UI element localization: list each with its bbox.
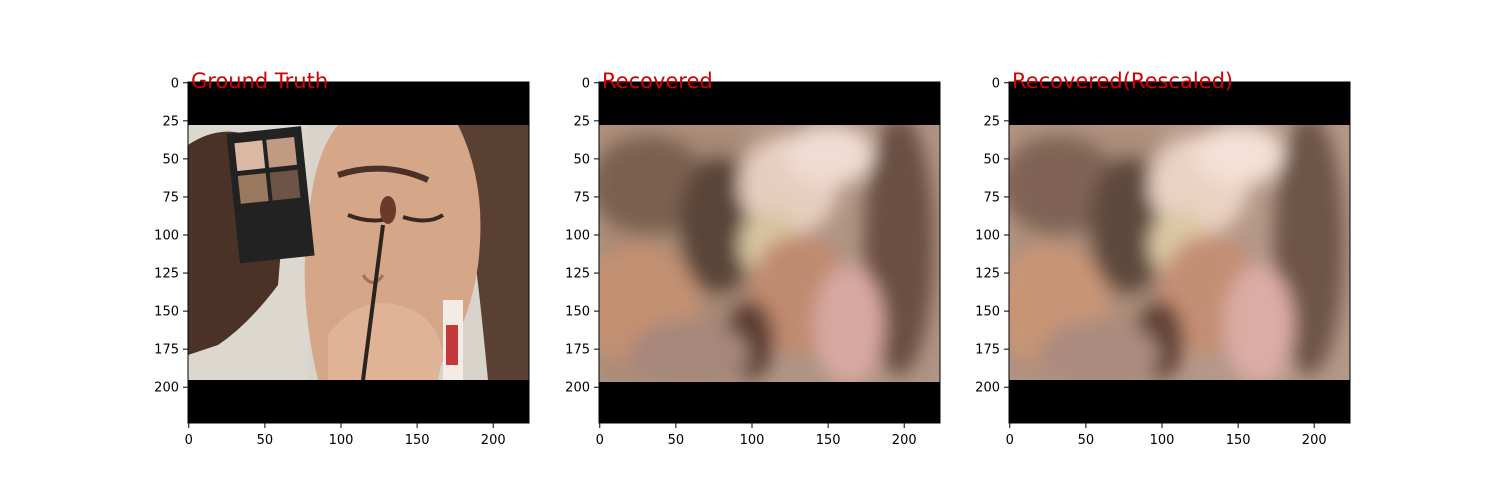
- x-tick-label: 0: [185, 433, 193, 448]
- x-ticks: 0 50 100 150 200: [185, 423, 506, 448]
- y-tick-label: 100: [565, 228, 590, 243]
- y-tick-label: 175: [565, 343, 590, 358]
- y-tick-label: 75: [573, 190, 590, 205]
- y-tick-label: 175: [975, 343, 1000, 358]
- y-tick-label: 150: [975, 305, 1000, 320]
- axes-frame: [1008, 81, 1351, 424]
- x-tick-label: 150: [816, 433, 841, 448]
- x-ticks: 0 50 100 150 200: [1006, 423, 1327, 448]
- y-tick-label: 0: [171, 76, 179, 91]
- y-tick-label: 50: [573, 152, 590, 167]
- x-tick-label: 150: [1226, 433, 1251, 448]
- y-tick-label: 200: [154, 381, 179, 396]
- y-tick-label: 200: [975, 381, 1000, 396]
- x-tick-label: 100: [329, 433, 354, 448]
- y-tick-label: 175: [154, 343, 179, 358]
- ground-truth-image: [188, 125, 529, 380]
- x-tick-label: 50: [668, 433, 685, 448]
- y-tick-label: 100: [975, 228, 1000, 243]
- y-tick-label: 25: [573, 114, 590, 129]
- y-ticks: 0 25 50 75 100 125 150 175 200: [975, 76, 1009, 396]
- y-tick-label: 0: [992, 76, 1000, 91]
- panel-title: Recovered(Rescaled): [1012, 69, 1233, 93]
- x-ticks: 0 50 100 150 200: [596, 423, 917, 448]
- x-tick-label: 200: [1302, 433, 1327, 448]
- x-tick-label: 150: [405, 433, 430, 448]
- x-tick-label: 200: [892, 433, 917, 448]
- recovered-rescaled-image: [1009, 125, 1350, 380]
- y-tick-label: 50: [162, 152, 179, 167]
- y-ticks: 0 25 50 75 100 125 150 175 200: [154, 76, 188, 396]
- panel-recovered: 0 50 100 150 200 0 25 50 75 100 125 150 175 200 Reco…: [565, 69, 941, 448]
- y-tick-label: 25: [983, 114, 1000, 129]
- y-tick-label: 75: [983, 190, 1000, 205]
- panel-ground-truth: 0 50 100 150 200 0 25 50 75 100 125 150 175 200 Grou…: [154, 69, 530, 448]
- x-tick-label: 0: [596, 433, 604, 448]
- y-tick-label: 75: [162, 190, 179, 205]
- panel-recovered-rescaled: 0 50 100 150 200 0 25 50 75 100 125 150 175 200 Reco…: [975, 69, 1351, 448]
- x-tick-label: 100: [740, 433, 765, 448]
- axes-frame: [598, 81, 941, 424]
- x-tick-label: 50: [1078, 433, 1095, 448]
- y-tick-label: 125: [975, 267, 1000, 282]
- x-tick-label: 50: [257, 433, 274, 448]
- y-tick-label: 0: [582, 76, 590, 91]
- y-tick-label: 200: [565, 381, 590, 396]
- y-tick-label: 125: [565, 267, 590, 282]
- x-tick-label: 0: [1006, 433, 1014, 448]
- y-tick-label: 125: [154, 267, 179, 282]
- y-tick-label: 25: [162, 114, 179, 129]
- x-tick-label: 200: [481, 433, 506, 448]
- x-tick-label: 100: [1150, 433, 1175, 448]
- y-tick-label: 50: [983, 152, 1000, 167]
- y-tick-label: 150: [565, 305, 590, 320]
- y-tick-label: 100: [154, 228, 179, 243]
- panel-title: Recovered: [602, 69, 713, 93]
- recovered-image: [599, 125, 940, 382]
- panel-title: Ground Truth: [191, 69, 328, 93]
- y-tick-label: 150: [154, 305, 179, 320]
- y-ticks: 0 25 50 75 100 125 150 175 200: [565, 76, 599, 396]
- axes-frame: [187, 81, 530, 424]
